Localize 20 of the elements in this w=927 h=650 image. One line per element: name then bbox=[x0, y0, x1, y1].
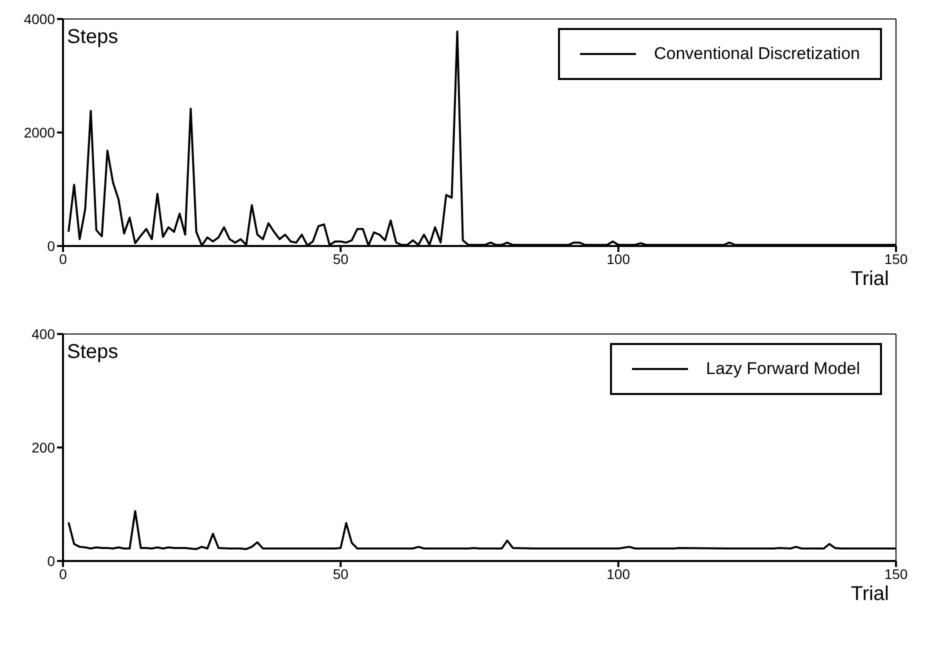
y-tick-label: 2000 bbox=[24, 124, 56, 140]
x-tick-label: 150 bbox=[884, 250, 908, 267]
legend-label: Lazy Forward Model bbox=[706, 359, 860, 379]
x-tick-label: 100 bbox=[606, 566, 630, 582]
x-axis-title: Trial bbox=[850, 583, 889, 606]
x-tick-label: 150 bbox=[884, 566, 908, 582]
y-tick-label: 400 bbox=[32, 326, 56, 342]
x-tick-label: 0 bbox=[59, 566, 68, 582]
x-tick-label: 50 bbox=[332, 250, 349, 267]
x-tick-label: 100 bbox=[606, 250, 630, 267]
y-tick-label: 0 bbox=[47, 552, 56, 569]
y-tick-label: 200 bbox=[32, 439, 56, 456]
y-axis-title: Steps bbox=[67, 341, 118, 364]
y-tick-label: 0 bbox=[47, 238, 56, 254]
x-axis-title: Trial bbox=[850, 268, 889, 291]
legend-label: Conventional Discretization bbox=[654, 44, 860, 64]
x-tick-label: 0 bbox=[59, 250, 68, 267]
x-tick-label: 50 bbox=[332, 566, 349, 582]
y-tick-label: 4000 bbox=[24, 10, 56, 27]
y-axis-title: Steps bbox=[67, 26, 118, 49]
